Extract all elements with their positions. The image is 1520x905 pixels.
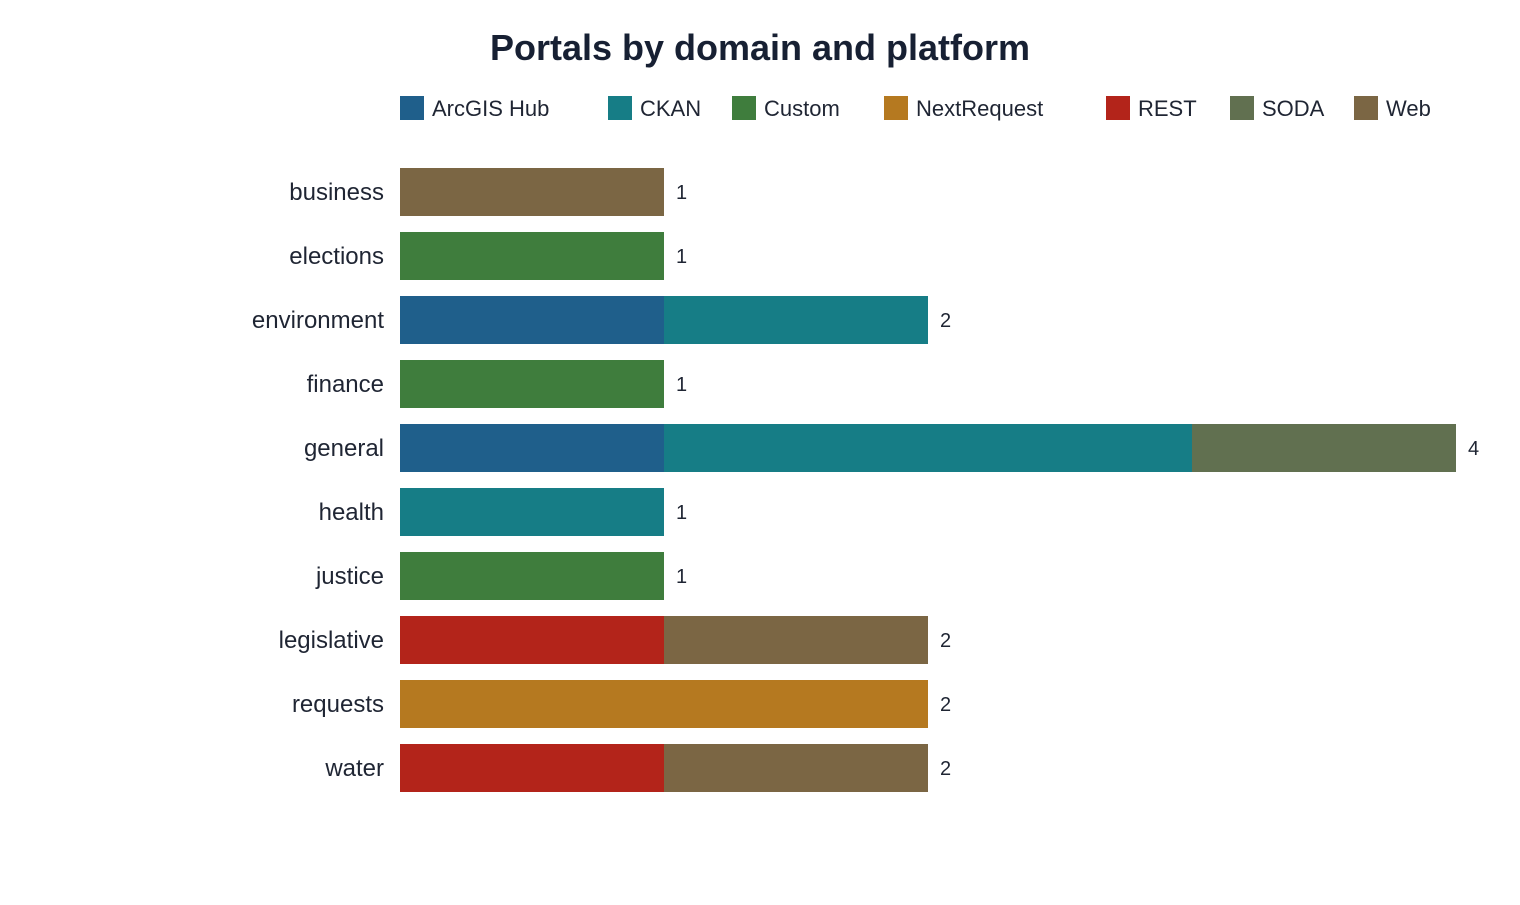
bar-water-rest	[400, 744, 664, 792]
category-label-water: water	[324, 755, 384, 782]
bar-requests-nextrequest	[400, 680, 928, 728]
bar-general-soda	[1192, 424, 1456, 472]
total-label-health: 1	[676, 502, 687, 524]
bar-general-arcgis-hub	[400, 424, 664, 472]
total-label-justice: 1	[676, 566, 687, 588]
total-label-finance: 1	[676, 374, 687, 396]
category-axis: business elections environment finance gener…	[252, 179, 384, 782]
legend-item-nextrequest: NextRequest	[884, 96, 1043, 121]
category-label-health: health	[319, 499, 384, 526]
legend-swatch-ckan	[608, 96, 632, 120]
legend-swatch-soda	[1230, 96, 1254, 120]
category-label-environment: environment	[252, 307, 384, 334]
bar-health-ckan	[400, 488, 664, 536]
bars	[400, 168, 1456, 792]
total-label-general: 4	[1468, 438, 1479, 460]
total-label-legislative: 2	[940, 630, 951, 652]
bar-legislative-rest	[400, 616, 664, 664]
legend-item-arcgis-hub: ArcGIS Hub	[400, 96, 549, 121]
chart-title: Portals by domain and platform	[490, 27, 1030, 68]
bar-environment-arcgis-hub	[400, 296, 664, 344]
legend-swatch-arcgis-hub	[400, 96, 424, 120]
total-label-business: 1	[676, 182, 687, 204]
category-label-business: business	[289, 179, 384, 206]
category-label-general: general	[304, 435, 384, 462]
legend-item-rest: REST	[1106, 96, 1197, 121]
category-label-justice: justice	[315, 563, 384, 590]
category-label-requests: requests	[292, 691, 384, 718]
bar-finance-custom	[400, 360, 664, 408]
bar-justice-custom	[400, 552, 664, 600]
legend-swatch-custom	[732, 96, 756, 120]
bar-elections-custom	[400, 232, 664, 280]
category-label-legislative: legislative	[279, 627, 384, 654]
legend-label-web: Web	[1386, 96, 1431, 121]
legend-label-rest: REST	[1138, 96, 1197, 121]
category-label-finance: finance	[307, 371, 384, 398]
total-label-environment: 2	[940, 310, 951, 332]
legend-label-nextrequest: NextRequest	[916, 96, 1043, 121]
bar-water-web	[664, 744, 928, 792]
bar-environment-ckan	[664, 296, 928, 344]
bar-business-web	[400, 168, 664, 216]
total-label-requests: 2	[940, 694, 951, 716]
legend-swatch-nextrequest	[884, 96, 908, 120]
legend-item-web: Web	[1354, 96, 1431, 121]
legend-swatch-rest	[1106, 96, 1130, 120]
legend-label-arcgis-hub: ArcGIS Hub	[432, 96, 549, 121]
legend-label-ckan: CKAN	[640, 96, 701, 121]
total-labels: 1 1 2 1 4 1 1 2 2 2	[676, 182, 1479, 780]
legend: ArcGIS Hub CKAN Custom NextRequest REST SODA W…	[400, 96, 1431, 121]
legend-item-ckan: CKAN	[608, 96, 701, 121]
legend-swatch-web	[1354, 96, 1378, 120]
legend-label-custom: Custom	[764, 96, 840, 121]
category-label-elections: elections	[289, 243, 384, 270]
legend-item-custom: Custom	[732, 96, 840, 121]
bar-general-ckan	[664, 424, 1192, 472]
legend-label-soda: SODA	[1262, 96, 1325, 121]
total-label-elections: 1	[676, 246, 687, 268]
legend-item-soda: SODA	[1230, 96, 1325, 121]
total-label-water: 2	[940, 758, 951, 780]
bar-legislative-web	[664, 616, 928, 664]
